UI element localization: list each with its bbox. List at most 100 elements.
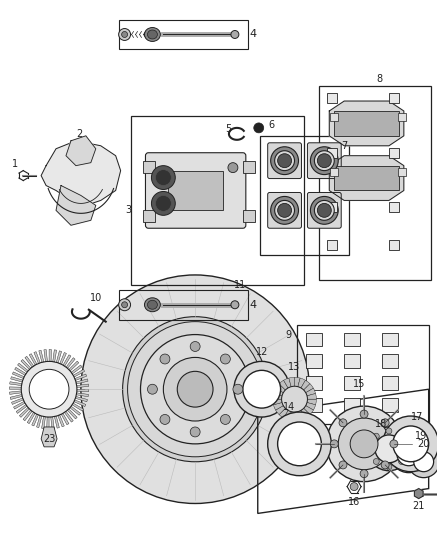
FancyBboxPatch shape (307, 192, 341, 228)
Circle shape (123, 317, 268, 462)
Polygon shape (64, 411, 73, 422)
Circle shape (368, 446, 374, 452)
Circle shape (160, 354, 170, 364)
Polygon shape (36, 416, 42, 427)
Text: 15: 15 (353, 379, 365, 389)
Circle shape (338, 418, 390, 470)
Bar (307, 398, 322, 412)
Polygon shape (307, 399, 316, 405)
Bar (382, 354, 398, 368)
Text: 8: 8 (376, 74, 382, 84)
Polygon shape (49, 350, 51, 361)
Polygon shape (12, 372, 24, 378)
Polygon shape (27, 412, 35, 424)
Circle shape (318, 204, 331, 217)
Bar (330, 168, 338, 175)
Polygon shape (61, 413, 69, 425)
Text: 2: 2 (76, 129, 82, 139)
Polygon shape (66, 136, 96, 166)
Circle shape (390, 440, 398, 448)
Polygon shape (273, 399, 282, 405)
Circle shape (408, 446, 438, 478)
Circle shape (243, 370, 281, 408)
Circle shape (148, 384, 157, 394)
Polygon shape (34, 352, 40, 364)
Circle shape (234, 361, 290, 417)
Bar (119, 20, 248, 50)
Circle shape (360, 410, 368, 418)
Text: 20: 20 (417, 439, 430, 449)
Polygon shape (304, 384, 314, 393)
Text: 19: 19 (415, 431, 427, 441)
Bar (307, 333, 322, 346)
Circle shape (311, 147, 338, 175)
Polygon shape (11, 398, 23, 405)
Circle shape (278, 154, 292, 168)
Polygon shape (53, 350, 57, 362)
Polygon shape (77, 389, 89, 392)
Polygon shape (301, 408, 310, 418)
Circle shape (404, 446, 410, 452)
Bar (382, 398, 398, 412)
Circle shape (399, 433, 405, 439)
Circle shape (278, 422, 321, 466)
Bar (144, 160, 155, 173)
Circle shape (190, 342, 200, 351)
Circle shape (127, 321, 263, 457)
Circle shape (220, 415, 230, 424)
Circle shape (160, 415, 170, 424)
Circle shape (383, 416, 438, 472)
Bar (307, 354, 322, 368)
Circle shape (318, 154, 331, 168)
Bar (327, 240, 337, 250)
Polygon shape (304, 406, 314, 415)
Polygon shape (279, 380, 288, 390)
FancyBboxPatch shape (268, 143, 301, 179)
Polygon shape (73, 369, 85, 377)
Bar (344, 333, 360, 346)
Polygon shape (60, 352, 67, 365)
Polygon shape (273, 393, 282, 399)
Polygon shape (283, 378, 291, 388)
Polygon shape (273, 388, 283, 396)
Polygon shape (11, 377, 23, 382)
Bar (327, 203, 337, 212)
Circle shape (155, 196, 171, 212)
Polygon shape (57, 351, 62, 363)
Polygon shape (42, 416, 46, 429)
Circle shape (29, 369, 69, 409)
Bar (260, 136, 349, 255)
Polygon shape (279, 408, 288, 418)
Polygon shape (298, 378, 305, 388)
Circle shape (282, 386, 307, 412)
Circle shape (390, 435, 427, 473)
Bar (327, 93, 337, 103)
Bar (168, 171, 223, 211)
Polygon shape (289, 411, 294, 421)
Polygon shape (47, 417, 49, 429)
Circle shape (268, 412, 331, 475)
Circle shape (271, 147, 298, 175)
Polygon shape (69, 361, 79, 371)
Polygon shape (276, 406, 286, 415)
Circle shape (254, 123, 264, 133)
FancyBboxPatch shape (145, 153, 246, 228)
Circle shape (339, 461, 347, 469)
Text: 13: 13 (288, 362, 300, 373)
Circle shape (397, 442, 421, 466)
Circle shape (339, 419, 347, 427)
Polygon shape (32, 414, 39, 426)
Ellipse shape (148, 30, 157, 39)
Circle shape (399, 458, 405, 464)
Bar (119, 290, 248, 320)
Polygon shape (70, 406, 81, 415)
Text: 4: 4 (249, 29, 256, 39)
Bar (382, 333, 398, 346)
Text: 3: 3 (126, 205, 132, 215)
Polygon shape (306, 388, 316, 396)
Polygon shape (25, 357, 34, 367)
Polygon shape (72, 403, 84, 411)
Polygon shape (76, 393, 88, 397)
Circle shape (81, 275, 309, 504)
Circle shape (386, 428, 392, 434)
